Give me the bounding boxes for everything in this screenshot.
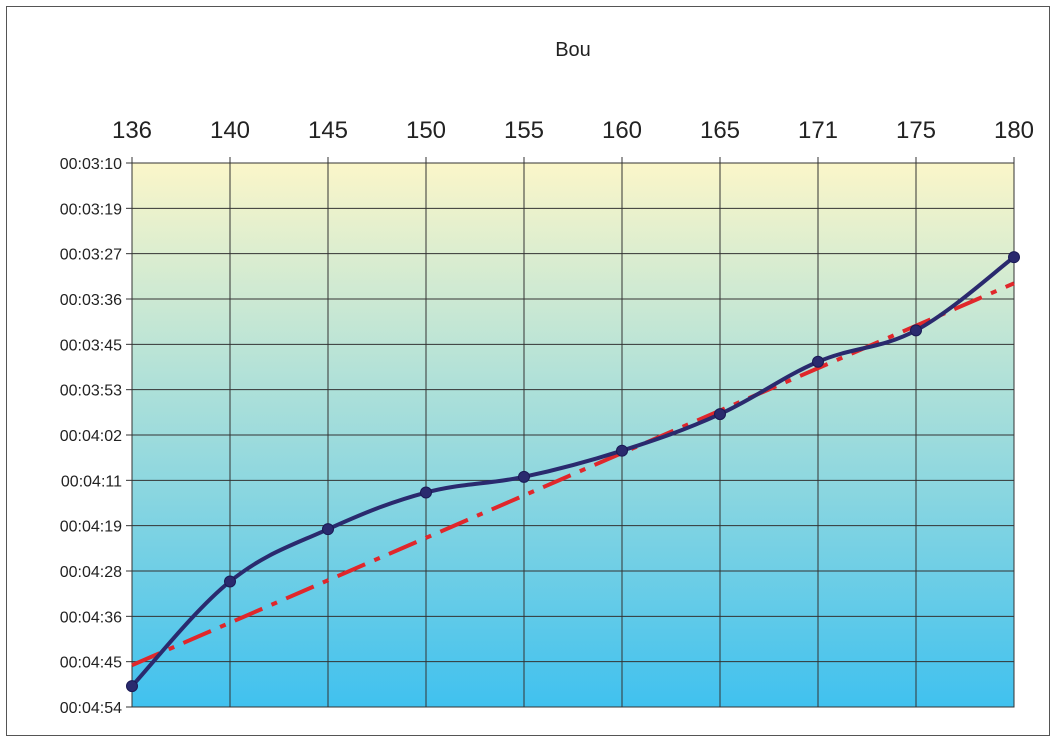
y-tick-label: 00:04:02: [60, 428, 122, 445]
data-point: [1008, 251, 1020, 264]
x-tick-label: 145: [308, 117, 348, 144]
y-tick-label: 00:04:11: [61, 473, 122, 490]
x-tick-label: 180: [994, 117, 1034, 144]
data-point: [126, 680, 138, 693]
y-tick-label: 00:04:36: [60, 609, 122, 626]
x-tick-label: 175: [896, 117, 936, 144]
x-tick-label: 160: [602, 117, 642, 144]
x-tick-label: 165: [700, 117, 740, 144]
data-point: [420, 486, 432, 499]
data-points: [126, 251, 1020, 693]
y-tick-label: 00:03:53: [60, 383, 122, 400]
plot-border: [131, 162, 1015, 708]
data-point: [714, 408, 726, 421]
x-tick-label: 136: [112, 117, 152, 144]
chart-title: Bou: [555, 39, 591, 61]
y-tick-label: 00:03:45: [60, 337, 122, 354]
y-tick-label: 00:04:28: [60, 564, 122, 581]
y-tick-label: 00:03:19: [60, 201, 122, 218]
grid: [126, 157, 1015, 708]
x-tick-label: 140: [210, 117, 250, 144]
x-tick-label: 150: [406, 117, 446, 144]
y-tick-label: 00:03:27: [60, 247, 122, 264]
data-point: [910, 324, 922, 337]
y-tick-label: 00:03:36: [60, 292, 122, 309]
x-axis-ticks: 136 140 145 150 155 160 165 171 175 180: [112, 117, 1034, 144]
x-tick-label: 171: [798, 117, 838, 144]
y-tick-label: 00:03:10: [60, 156, 122, 173]
series-line: [130, 255, 1016, 688]
data-point: [224, 575, 236, 588]
y-tick-label: 00:04:54: [60, 700, 122, 717]
y-tick-label: 00:04:45: [60, 655, 122, 672]
data-point: [518, 470, 530, 483]
y-axis-ticks: 00:03:10 00:03:19 00:03:27 00:03:36 00:03:45…: [60, 156, 122, 717]
x-tick-label: 155: [504, 117, 544, 144]
data-point: [616, 444, 628, 457]
y-tick-label: 00:04:19: [60, 519, 122, 536]
data-point: [812, 355, 824, 368]
data-point: [322, 523, 334, 536]
